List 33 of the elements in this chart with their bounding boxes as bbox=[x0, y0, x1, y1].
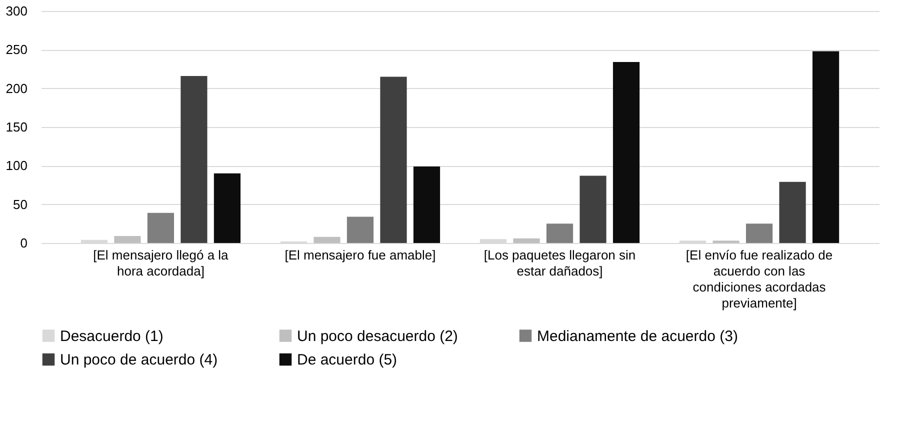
legend-label: Desacuerdo (1) bbox=[60, 328, 164, 345]
bar bbox=[513, 238, 540, 243]
bar bbox=[314, 236, 340, 243]
x-tick-label: [El mensajero fue amable] bbox=[284, 248, 436, 262]
bar bbox=[346, 216, 374, 243]
y-tick-label: 200 bbox=[6, 80, 28, 96]
y-tick-label: 150 bbox=[6, 120, 28, 134]
x-tick-label: [El mensajero llegó a la hora acordada] bbox=[93, 248, 230, 278]
y-tick-label: 250 bbox=[6, 42, 28, 58]
bar bbox=[380, 76, 407, 243]
legend-label: Medianamente de acuerdo (3) bbox=[537, 328, 738, 345]
legend-label: De acuerdo (5) bbox=[297, 352, 398, 368]
bar bbox=[612, 62, 640, 243]
y-tick-label: 0 bbox=[20, 236, 28, 250]
bar bbox=[114, 236, 141, 243]
bar bbox=[546, 224, 574, 243]
y-tick-label: 50 bbox=[13, 196, 28, 212]
bar bbox=[413, 166, 440, 243]
x-tick-label: [Los paquetes llegaron sin estar dañados] bbox=[484, 248, 636, 278]
bar bbox=[580, 176, 606, 243]
bar bbox=[180, 76, 208, 243]
bar bbox=[214, 173, 241, 243]
bar bbox=[480, 239, 507, 243]
legend-label: Un poco de acuerdo (4) bbox=[60, 352, 218, 368]
bar bbox=[746, 224, 773, 243]
bar bbox=[812, 51, 840, 243]
y-tick-label: 100 bbox=[6, 158, 28, 174]
bar bbox=[779, 182, 806, 243]
y-tick-label: 300 bbox=[6, 4, 28, 18]
bar bbox=[147, 212, 174, 243]
legend-label: Un poco desacuerdo (2) bbox=[297, 328, 458, 345]
bar bbox=[80, 240, 108, 243]
x-tick-label: [El envío fue realizado de acuerdo con las condiciones acordadas previamente] bbox=[686, 248, 833, 310]
